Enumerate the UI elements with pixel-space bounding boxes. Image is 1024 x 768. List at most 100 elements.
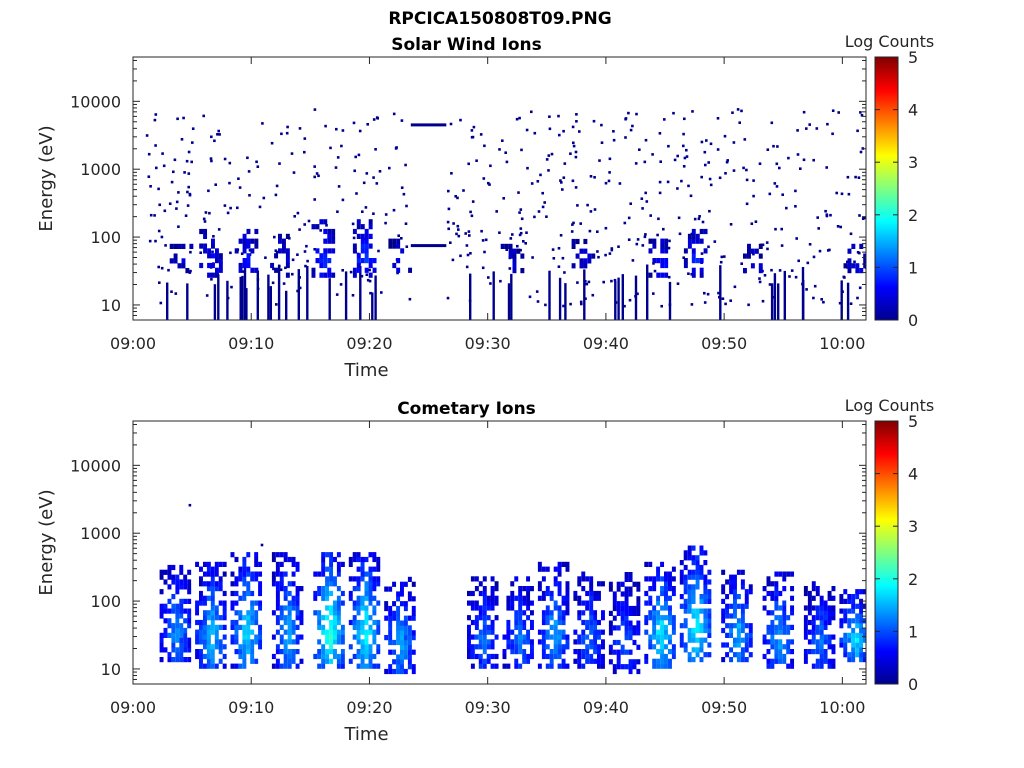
- data-cell: [173, 258, 178, 264]
- data-cell: [581, 629, 586, 635]
- data-speckle: [796, 153, 800, 156]
- data-cell: [803, 653, 808, 660]
- data-cell: [478, 658, 483, 664]
- data-speckle: [704, 163, 707, 167]
- data-cell: [616, 649, 621, 655]
- data-cell: [474, 605, 479, 611]
- data-cell: [679, 632, 684, 638]
- data-cell: [687, 569, 692, 575]
- data-cell: [388, 625, 393, 631]
- data-speckle: [697, 217, 701, 221]
- data-cell: [210, 571, 215, 577]
- data-cell: [585, 634, 590, 640]
- data-speckle: [770, 121, 774, 125]
- data-speckle: [794, 205, 797, 208]
- data-cell: [283, 644, 288, 650]
- data-cell: [530, 610, 534, 616]
- data-cell: [214, 581, 219, 587]
- data-cell: [593, 649, 598, 655]
- data-cell: [171, 564, 176, 571]
- x-tick-label: 09:30: [465, 334, 511, 353]
- data-speckle: [598, 159, 601, 162]
- data-cell: [246, 228, 251, 235]
- data-cell: [179, 579, 184, 585]
- data-cell: [526, 586, 531, 592]
- data-cell: [506, 605, 511, 611]
- data-cell: [660, 586, 665, 592]
- data-cell: [851, 263, 856, 269]
- data-cell: [774, 586, 779, 592]
- data-cell: [815, 586, 820, 592]
- data-streak: [719, 265, 722, 320]
- data-cell: [364, 615, 369, 621]
- data-cell: [847, 263, 852, 269]
- data-cell: [636, 586, 641, 592]
- data-cell: [238, 566, 243, 572]
- data-cell: [518, 663, 523, 669]
- data-cell: [624, 586, 629, 592]
- data-speckle: [209, 157, 213, 160]
- data-cell: [597, 595, 601, 601]
- data-speckle: [849, 232, 853, 236]
- data-cell: [203, 624, 207, 630]
- data-cell: [506, 595, 511, 601]
- data-cell: [195, 610, 200, 616]
- data-speckle: [536, 180, 540, 183]
- data-speckle: [237, 177, 240, 180]
- data-cell: [230, 590, 235, 597]
- data-cell: [803, 658, 808, 664]
- data-cell: [733, 584, 737, 590]
- data-cell: [258, 639, 263, 645]
- data-cell: [210, 629, 215, 635]
- data-cell: [608, 581, 613, 587]
- data-cell: [291, 619, 296, 626]
- data-cell: [242, 571, 247, 577]
- data-cell: [254, 634, 259, 640]
- data-cell: [867, 599, 871, 604]
- data-speckle: [550, 152, 554, 156]
- data-cell: [748, 652, 753, 658]
- data-cell: [624, 625, 629, 631]
- data-cell: [183, 608, 188, 614]
- data-cell: [327, 272, 332, 278]
- data-cell: [372, 576, 377, 582]
- data-cell: [384, 635, 389, 641]
- data-speckle: [185, 159, 189, 163]
- data-cell: [510, 595, 515, 601]
- data-cell: [187, 608, 192, 614]
- data-cell: [687, 233, 692, 239]
- data-cell: [400, 625, 404, 631]
- data-cell: [482, 634, 487, 640]
- data-cell: [348, 619, 353, 626]
- data-cell: [506, 644, 511, 650]
- data-speckle: [375, 182, 379, 185]
- data-cell: [778, 653, 783, 660]
- data-cell: [839, 598, 844, 604]
- data-cell: [624, 572, 629, 578]
- data-cell: [843, 589, 848, 595]
- data-cell: [597, 649, 601, 655]
- data-cell: [242, 634, 247, 640]
- data-cell: [867, 652, 871, 657]
- data-cell: [770, 610, 775, 616]
- data-cell: [470, 649, 475, 655]
- data-cell: [766, 629, 771, 635]
- data-cell: [668, 663, 672, 669]
- data-cell: [707, 632, 712, 638]
- data-cell: [352, 556, 357, 563]
- data-cell: [474, 619, 479, 626]
- data-cell: [187, 618, 192, 624]
- data-cell: [762, 595, 767, 601]
- data-speckle: [147, 175, 151, 178]
- data-speckle: [160, 235, 164, 239]
- data-speckle: [690, 273, 693, 276]
- data-cell: [321, 624, 326, 630]
- data-cell: [319, 258, 324, 264]
- data-cell: [782, 586, 787, 592]
- data-cell: [664, 571, 668, 577]
- data-speckle: [608, 157, 612, 161]
- data-cell: [545, 566, 550, 572]
- data-cell: [855, 642, 860, 648]
- data-speckle: [204, 211, 208, 214]
- data-cell: [762, 586, 767, 592]
